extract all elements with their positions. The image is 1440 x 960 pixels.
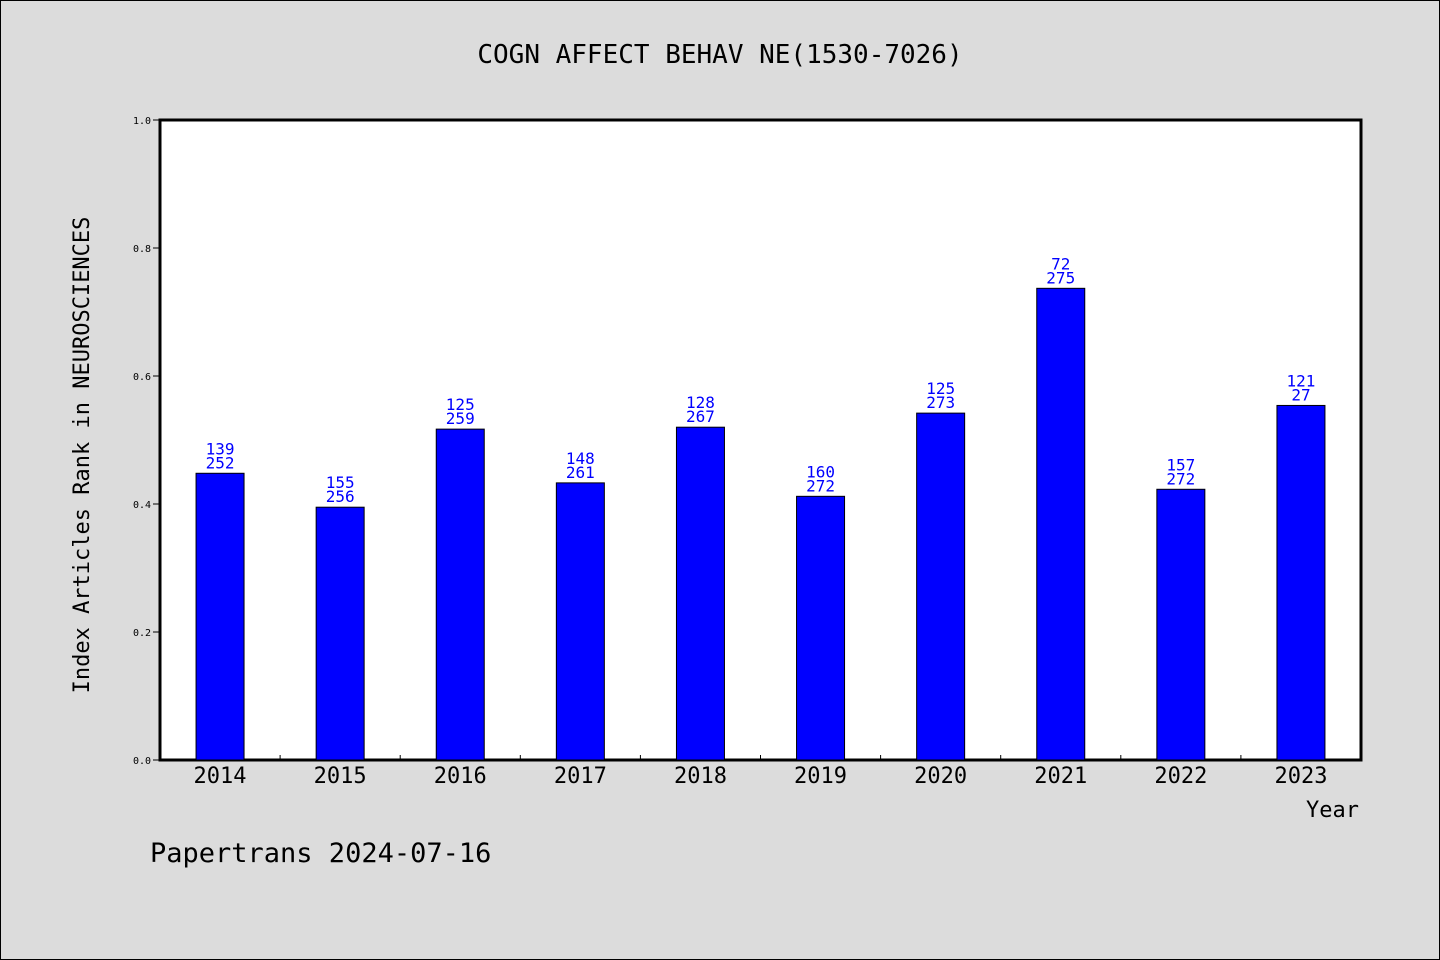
y-axis-label: Index Articles Rank in NEUROSCIENCES (70, 217, 95, 694)
y-axis-ticks: 0.0 0.2 0.4 0.6 0.8 1.0 (133, 116, 160, 767)
x-tick-label: 2020 (914, 764, 967, 789)
bar (1276, 404, 1326, 761)
y-tick-label: 0.0 (133, 756, 151, 767)
bar-label-top: 121 (1286, 371, 1315, 390)
x-tick-label: 2023 (1274, 764, 1327, 789)
bar-label-bottom: 273 (926, 393, 955, 412)
y-tick-label: 0.6 (133, 372, 151, 383)
x-tick-label: 2022 (1154, 764, 1207, 789)
bar-label-top: 128 (686, 393, 715, 412)
bar (435, 428, 485, 761)
bar-label-top: 155 (326, 473, 355, 492)
bars: 1392521552561252591482611282671602721252… (195, 254, 1326, 761)
bar-label-bottom: 259 (446, 409, 475, 428)
bar (675, 426, 725, 761)
bar (315, 506, 365, 761)
x-axis-label: Year (1306, 798, 1359, 823)
bar-label-top: 72 (1051, 254, 1070, 273)
x-tick-label: 2015 (314, 764, 367, 789)
bar-label-top: 160 (806, 462, 835, 481)
x-tick-label: 2016 (434, 764, 487, 789)
bar-label-bottom: 261 (566, 463, 595, 482)
bar-label-bottom: 267 (686, 407, 715, 426)
bar-label-top: 125 (926, 379, 955, 398)
y-tick-label: 0.2 (133, 628, 151, 639)
bar (916, 412, 966, 761)
x-tick-label: 2021 (1034, 764, 1087, 789)
bar-label-bottom: 272 (1166, 469, 1195, 488)
y-tick-label: 0.4 (133, 500, 151, 511)
bar-label-top: 148 (566, 449, 595, 468)
bar-label-bottom: 272 (806, 476, 835, 495)
x-tick-label: 2018 (674, 764, 727, 789)
bar (1036, 287, 1086, 761)
bar-label-bottom: 252 (206, 453, 235, 472)
bar-label-bottom: 256 (326, 487, 355, 506)
bar-label-top: 157 (1166, 455, 1195, 474)
x-axis-ticks: 2014 2015 2016 2017 2018 2019 2020 2021 2022 2023 (194, 755, 1327, 789)
bar-label-top: 125 (446, 395, 475, 414)
bar (195, 472, 245, 761)
x-tick-label: 2017 (554, 764, 607, 789)
bar-label-bottom: 27 (1291, 385, 1310, 404)
chart-title: COGN AFFECT BEHAV NE(1530-7026) (477, 40, 962, 70)
y-tick-label: 1.0 (133, 116, 151, 127)
x-tick-label: 2014 (194, 764, 247, 789)
bar (1156, 488, 1206, 761)
y-tick-label: 0.8 (133, 244, 151, 255)
x-tick-label: 2019 (794, 764, 847, 789)
bar (555, 482, 605, 761)
bar (796, 495, 846, 761)
footer-credit: Papertrans 2024-07-16 (150, 838, 491, 869)
bar-label-top: 139 (206, 439, 235, 458)
bar-label-bottom: 275 (1046, 268, 1075, 287)
